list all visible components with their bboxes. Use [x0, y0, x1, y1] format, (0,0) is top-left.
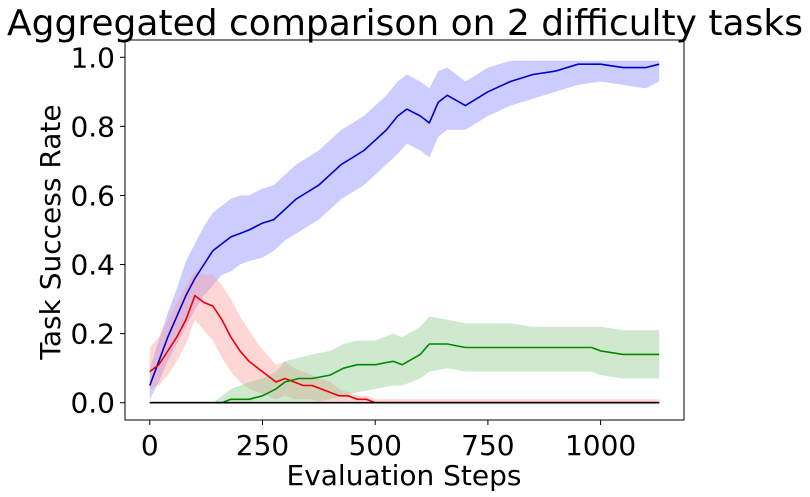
- x-tick-label: 750: [461, 429, 514, 462]
- y-tick-label: 0.4: [70, 249, 115, 282]
- x-tick-label: 1000: [565, 429, 636, 462]
- y-tick-label: 0.8: [70, 110, 115, 143]
- plot-area: [149, 60, 660, 404]
- y-tick-label: 0.2: [70, 318, 115, 351]
- axes: 0 250 500 750 1000 0.0 0.2 0.4 0.6 0.8 1.0: [70, 39, 685, 462]
- series-0-band: [149, 60, 660, 400]
- series-0-line: [149, 63, 660, 386]
- chart-title: Aggregated comparison on 2 difficulty ta…: [7, 3, 803, 44]
- y-axis-label: Task Success Rate: [34, 104, 67, 360]
- x-tick-label: 0: [141, 429, 159, 462]
- x-tick-label: 500: [348, 429, 401, 462]
- series-1-band: [149, 271, 660, 403]
- y-tick-label: 0.6: [70, 179, 115, 212]
- x-axis-label: Evaluation Steps: [287, 459, 522, 492]
- y-tick-label: 1.0: [70, 41, 115, 74]
- x-tick-label: 250: [236, 429, 289, 462]
- y-tick-label: 0.0: [70, 387, 115, 420]
- series-2-line: [149, 343, 660, 404]
- plot-frame: [124, 39, 685, 421]
